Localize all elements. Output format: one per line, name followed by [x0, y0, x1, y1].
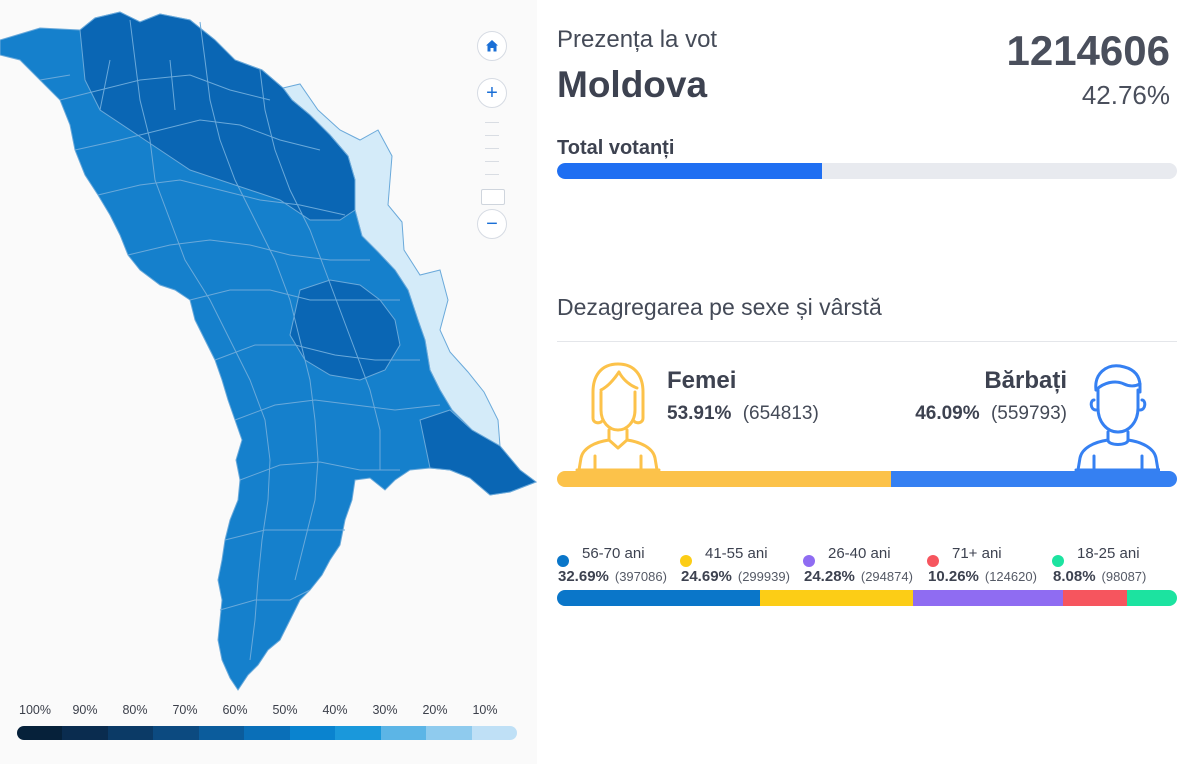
- zoom-slider-tick: [485, 148, 499, 149]
- zoom-slider-tick: [485, 161, 499, 162]
- legend-swatch: [17, 726, 63, 740]
- age-bar-segment: [1126, 590, 1177, 606]
- legend-dot-icon: [927, 555, 939, 567]
- age-group-percent: 8.08%: [1053, 568, 1096, 585]
- legend-label: 70%: [172, 703, 198, 717]
- region-center-dark[interactable]: [289, 279, 401, 381]
- legend-swatch: [471, 726, 517, 740]
- region-name: Moldova: [557, 64, 708, 105]
- plus-icon: +: [486, 82, 498, 104]
- legend-color-scale: [17, 726, 517, 740]
- district-borders: [39, 19, 441, 661]
- age-group-percent: 32.69%: [558, 568, 609, 585]
- age-group-label: 18-25 ani: [1077, 545, 1140, 562]
- age-group-label: 56-70 ani: [582, 545, 645, 562]
- turnout-progress-fill: [557, 163, 823, 179]
- total-turnout-percent: 42.76%: [1081, 80, 1170, 110]
- age-bar-segment: [912, 590, 1064, 606]
- zoom-home-button[interactable]: [477, 31, 507, 61]
- legend-swatch: [198, 726, 245, 740]
- age-group-count: (294874): [860, 569, 913, 584]
- gender-bar-female: [557, 471, 892, 487]
- legend-label: 100%: [19, 703, 51, 717]
- legend-dot-icon: [680, 555, 692, 567]
- zoom-slider-tick: [485, 122, 499, 123]
- legend-swatch: [62, 726, 108, 740]
- zoom-slider-tick: [485, 135, 499, 136]
- turnout-bar-label: Total votanți: [557, 137, 675, 159]
- male-stats: 46.09% (559793): [915, 403, 1067, 425]
- legend-swatch: [153, 726, 199, 740]
- map-panel: + − 100% 90% 80% 70% 60% 50% 40% 30% 20% 10%: [0, 0, 537, 764]
- legend-label: 60%: [222, 703, 248, 717]
- legend-label: 20%: [422, 703, 448, 717]
- legend-label: 10%: [472, 703, 498, 717]
- age-group-label: 71+ ani: [952, 545, 1002, 562]
- minus-icon: −: [486, 213, 498, 235]
- age-group-percent: 10.26%: [928, 568, 979, 585]
- legend-label: 80%: [122, 703, 148, 717]
- legend-dot-icon: [1052, 555, 1064, 567]
- female-user-icon: [575, 362, 661, 472]
- female-percent: 53.91%: [667, 403, 732, 424]
- legend-swatch: [380, 726, 427, 740]
- section-title: Prezența la vot: [557, 26, 718, 53]
- legend-swatch: [335, 726, 381, 740]
- gender-split-bar: [557, 471, 1177, 487]
- legend-dot-icon: [803, 555, 815, 567]
- zoom-out-button[interactable]: −: [477, 209, 507, 239]
- age-split-bar: [557, 590, 1177, 606]
- male-label: Bărbați: [984, 367, 1067, 394]
- legend-dot-icon: [557, 555, 569, 567]
- female-stats: 53.91% (654813): [667, 403, 819, 425]
- legend-swatch: [107, 726, 154, 740]
- age-group-count: (98087): [1101, 569, 1147, 584]
- male-percent: 46.09%: [915, 403, 980, 424]
- age-group-label: 26-40 ani: [828, 545, 891, 562]
- age-bar-segment: [557, 590, 760, 606]
- legend-label: 30%: [372, 703, 398, 717]
- age-group-percent: 24.69%: [681, 568, 732, 585]
- divider: [557, 341, 1177, 342]
- age-group-count: (397086): [614, 569, 667, 584]
- total-voters-count: 1214606: [1006, 27, 1170, 74]
- region-north-dark[interactable]: [79, 11, 356, 221]
- zoom-slider-tick: [485, 174, 499, 175]
- legend-swatch: [426, 726, 472, 740]
- age-bar-segment: [1063, 590, 1127, 606]
- legend-swatch: [289, 726, 336, 740]
- legend-label: 40%: [322, 703, 348, 717]
- female-count: (654813): [742, 403, 819, 424]
- zoom-in-button[interactable]: +: [477, 78, 507, 108]
- male-user-icon: [1074, 364, 1160, 472]
- legend-swatch: [244, 726, 290, 740]
- legend-labels: 100% 90% 80% 70% 60% 50% 40% 30% 20% 10%: [17, 703, 517, 719]
- age-group-count: (124620): [984, 569, 1037, 584]
- gender-bar-male: [891, 471, 1177, 487]
- legend-label: 50%: [272, 703, 298, 717]
- region-south-east-dark[interactable]: [419, 409, 537, 496]
- female-label: Femei: [667, 367, 737, 394]
- demographics-title: Dezagregarea pe sexe și vârstă: [557, 294, 882, 320]
- age-group-label: 41-55 ani: [705, 545, 768, 562]
- age-bar-segment: [759, 590, 913, 606]
- age-groups-legend: 56-70 ani 32.69% (397086) 41-55 ani 24.69% (2…: [557, 545, 1197, 585]
- age-group-count: (299939): [737, 569, 790, 584]
- zoom-slider-handle[interactable]: [481, 189, 505, 205]
- age-group-percent: 24.28%: [804, 568, 855, 585]
- home-icon: [486, 40, 498, 52]
- moldova-choropleth-map[interactable]: [0, 0, 537, 700]
- turnout-progress-bar: [557, 163, 1177, 179]
- male-count: (559793): [990, 403, 1067, 424]
- legend-label: 90%: [72, 703, 98, 717]
